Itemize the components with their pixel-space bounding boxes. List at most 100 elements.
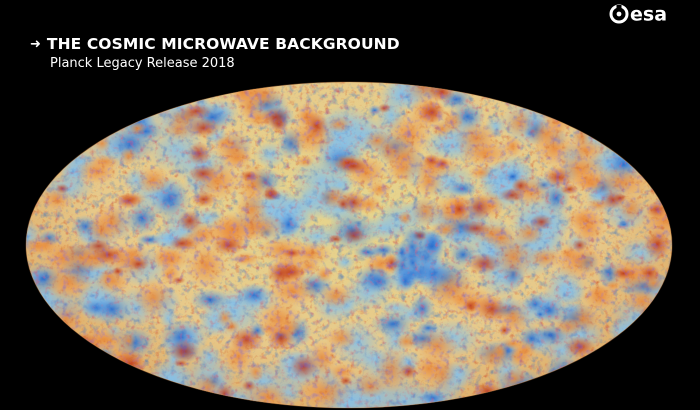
cmb-fluctuation-patch <box>186 118 221 138</box>
cmb-fluctuation-patch <box>543 166 572 188</box>
cmb-fluctuation-patch <box>230 251 261 266</box>
title-row: ➜ THE COSMIC MICROWAVE BACKGROUND <box>30 35 400 53</box>
cmb-fluctuation-patch <box>529 214 554 230</box>
cmb-fluctuation-patch <box>236 282 272 308</box>
cmb-fluctuation-patch <box>612 267 635 280</box>
cmb-fluctuation-patch <box>267 326 295 351</box>
cmb-fluctuation-patch <box>124 200 160 237</box>
cmb-fluctuation-patch <box>468 165 494 180</box>
cmb-fluctuation-patch <box>639 264 660 283</box>
cmb-fluctuation-patch <box>394 267 417 294</box>
cmb-fluctuation-patch <box>560 184 579 195</box>
cmb-fluctuation-patch <box>128 257 150 271</box>
cmb-fluctuation-patch <box>431 120 452 138</box>
cmb-fluctuation-patch <box>414 165 444 198</box>
cmb-fluctuation-patch <box>153 249 183 268</box>
cmb-fluctuation-patch <box>498 325 511 336</box>
cmb-fluctuation-patch <box>275 263 307 281</box>
cmb-fluctuation-patch <box>646 201 668 218</box>
cmb-fluctuation-patch <box>222 144 253 171</box>
cmb-fluctuation-patch <box>128 121 147 136</box>
cmb-fluctuation-patch <box>136 165 171 195</box>
cmb-fluctuation-patch <box>417 232 447 261</box>
cmb-fluctuation-patch <box>473 381 502 401</box>
cmb-fluctuation-patch <box>410 197 441 226</box>
cmb-fluctuation-patch <box>47 298 85 340</box>
cmb-fluctuation-patch <box>121 332 136 350</box>
cmb-fluctuation-patch <box>608 314 654 349</box>
cmb-fluctuation-patch <box>111 266 125 276</box>
cmb-fluctuation-patch <box>317 283 354 310</box>
cmb-fluctuation-patch <box>229 326 264 353</box>
cmb-fluctuation-patch <box>187 141 212 166</box>
esa-logo: esa <box>609 4 667 26</box>
cmb-fluctuation-patch <box>89 154 121 170</box>
cmb-fluctuation-patch <box>328 234 344 244</box>
cmb-fluctuation-patch <box>177 210 203 233</box>
page-title: THE COSMIC MICROWAVE BACKGROUND <box>46 35 400 53</box>
cmb-fluctuation-patch <box>297 374 354 408</box>
cmb-fluctuation-patch <box>55 183 70 194</box>
esa-logo-text: esa <box>630 4 667 26</box>
cmb-fluctuation-patch <box>567 304 600 333</box>
cmb-fluctuation-patch <box>491 235 535 279</box>
arrow-right-icon: ➜ <box>30 36 41 52</box>
cmb-fluctuation-patch <box>370 310 415 338</box>
cmb-fluctuation-patch <box>241 380 257 392</box>
page-subtitle: Planck Legacy Release 2018 <box>50 56 235 71</box>
cmb-fluctuation-patch <box>135 233 162 246</box>
cmb-fluctuation-patch <box>367 180 392 199</box>
cmb-fluctuation-patch <box>572 239 587 252</box>
cmb-fluctuation-patch <box>507 346 533 367</box>
cmb-fluctuation-patch <box>467 252 501 275</box>
cmb-fluctuation-patch <box>172 276 186 284</box>
cmb-fluctuation-patch <box>428 82 456 102</box>
cmb-fluctuation-patch <box>336 197 350 211</box>
cmb-fluctuation-patch <box>394 333 418 350</box>
cmb-fluctuation-patch <box>339 375 353 386</box>
cmb-fluctuation-patch <box>476 295 508 323</box>
cmb-fluctuation-patch <box>211 235 246 256</box>
cmb-fluctuation-patch <box>288 353 319 380</box>
cmb-fluctuation-patch <box>247 362 265 382</box>
cmb-fluctuation-patch <box>466 193 492 222</box>
cmb-fluctuation-patch <box>369 242 398 258</box>
cmb-fluctuation-patch <box>461 221 491 236</box>
cmb-fluctuation-patch <box>304 111 329 140</box>
cmb-fluctuation-patch <box>92 293 133 325</box>
cmb-fluctuation-patch <box>415 354 443 383</box>
cmb-fluctuation-patch <box>415 329 459 363</box>
cmb-fluctuation-patch <box>260 107 291 128</box>
cmb-fluctuation-patch <box>215 308 235 327</box>
cmb-fluctuation-patch <box>191 191 217 208</box>
cmb-fluctuation-patch <box>462 298 479 313</box>
cmb-fluctuation-patch <box>552 280 586 304</box>
cmb-fluctuation-patch <box>336 158 371 175</box>
cmb-fluctuation-patch <box>640 306 655 318</box>
cmb-fluctuation-patch <box>543 355 582 387</box>
cmb-fluctuation-patch <box>168 236 195 251</box>
cmb-fluctuation-patch <box>374 348 408 393</box>
cmb-fluctuation-patch <box>132 278 175 318</box>
cmb-fluctuation-patch <box>500 338 525 350</box>
cmb-fluctuation-patch <box>533 308 547 320</box>
cmb-fluctuation-patch <box>418 100 446 125</box>
cmb-fluctuation-patch <box>643 229 671 260</box>
cmb-fluctuation-patch <box>403 252 422 273</box>
cmb-fluctuation-patch <box>564 336 596 358</box>
cmb-fluctuation-patch <box>325 326 358 350</box>
cmb-fluctuation-patch <box>583 285 617 310</box>
cmb-fluctuation-patch <box>181 103 212 119</box>
cmb-fluctuation-patch <box>231 82 254 106</box>
cmb-fluctuation-patch <box>573 171 607 190</box>
cmb-fluctuation-patch <box>511 177 530 194</box>
cmb-fluctuation-patch <box>505 108 534 138</box>
cmb-fluctuation-patch <box>240 170 259 182</box>
cmb-fluctuation-patch <box>188 164 218 183</box>
cmb-fluctuation-patch <box>399 363 418 380</box>
cmb-fluctuation-patch <box>334 254 355 271</box>
cmb-fluctuation-patch <box>325 115 353 134</box>
cmb-fluctuation-patch <box>423 154 440 168</box>
